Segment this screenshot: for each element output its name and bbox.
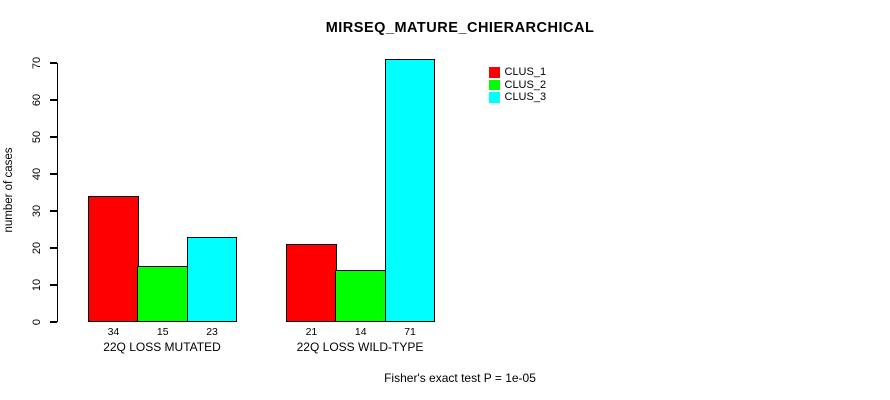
y-tick (49, 99, 57, 101)
y-tick-label: 40 (31, 167, 43, 181)
x-category-label: 22Q LOSS MUTATED (103, 340, 221, 354)
y-axis-label: number of cases (3, 147, 15, 233)
y-tick-label: 50 (31, 130, 43, 144)
annotation-fisher-test: Fisher's exact test P = 1e-05 (384, 371, 536, 385)
y-tick (49, 247, 57, 249)
y-axis-line (56, 63, 58, 322)
legend-item-clus_3: CLUS_3 (489, 91, 546, 104)
y-tick-label: 0 (31, 318, 43, 326)
bar-value-label: 34 (107, 326, 120, 338)
y-tick-label: 70 (31, 56, 43, 70)
bar-value-label: 21 (305, 326, 318, 338)
bar-clus_2-group2 (335, 270, 387, 322)
bar-clus_1-group1 (88, 196, 139, 322)
legend-swatch-icon (489, 92, 500, 103)
y-tick (49, 62, 57, 64)
y-tick-label: 60 (31, 93, 43, 107)
y-tick-label: 20 (31, 241, 43, 255)
chart-title: MIRSEQ_MATURE_CHIERARCHICAL (325, 20, 595, 36)
legend: CLUS_1 CLUS_2 CLUS_3 (489, 66, 546, 104)
y-tick-label: 10 (31, 278, 43, 292)
bar-clus_1-group2 (286, 244, 337, 322)
legend-swatch-icon (489, 79, 500, 90)
legend-label: CLUS_3 (504, 91, 547, 103)
y-tick (49, 284, 57, 286)
y-tick (49, 173, 57, 175)
y-tick-label: 30 (31, 204, 43, 218)
bar-value-label: 71 (404, 326, 416, 338)
legend-swatch-icon (489, 67, 500, 78)
bar-value-label: 23 (206, 326, 218, 338)
bar-value-label: 14 (354, 326, 367, 338)
bar-value-label: 15 (156, 326, 169, 338)
x-category-label: 22Q LOSS WILD-TYPE (296, 340, 424, 354)
bar-clus_3-group1 (186, 237, 238, 322)
legend-label: CLUS_2 (504, 78, 547, 91)
y-tick (49, 321, 57, 323)
y-tick (49, 210, 57, 212)
bar-clus_3-group2 (384, 59, 436, 322)
bar-clus_2-group1 (137, 266, 189, 322)
legend-label: CLUS_1 (504, 66, 547, 78)
legend-item-clus_1: CLUS_1 (489, 66, 546, 79)
y-tick (49, 136, 57, 138)
legend-item-clus_2: CLUS_2 (489, 79, 546, 92)
